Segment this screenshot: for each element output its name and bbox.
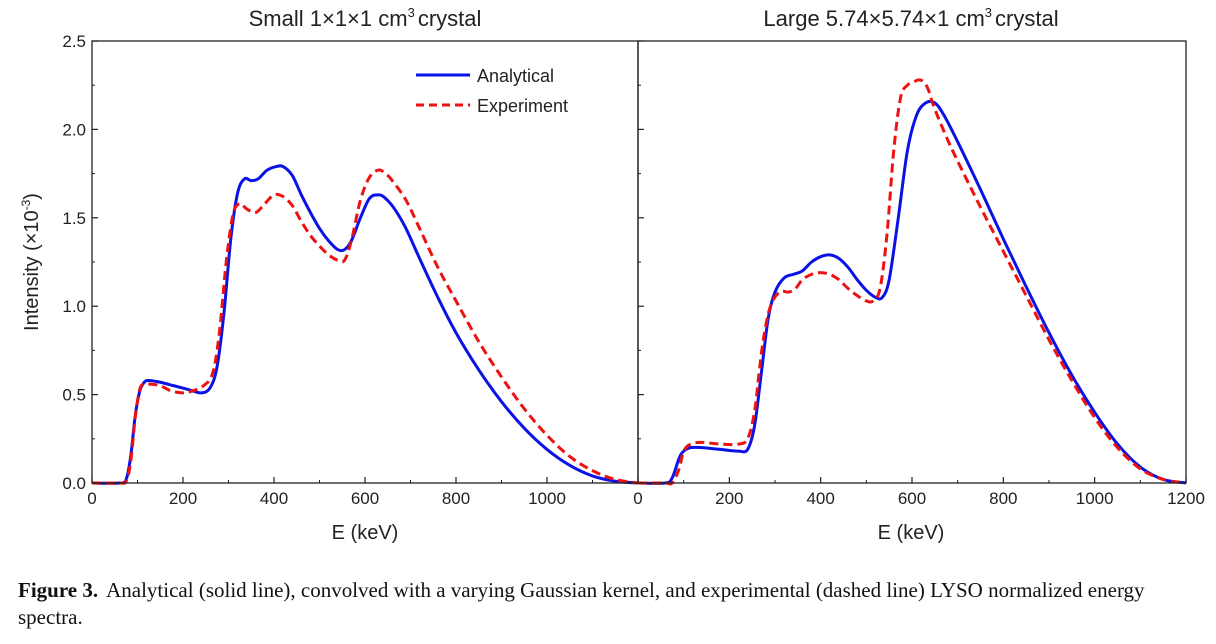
experiment-series-line-0 [91, 168, 639, 485]
x-tick-label: 1000 [1076, 489, 1114, 508]
x-tick-label: 800 [442, 489, 470, 508]
x-tick-label: 600 [351, 489, 379, 508]
x-tick-label: 600 [898, 489, 926, 508]
y-tick-label: 1.5 [62, 209, 86, 228]
y-tick-label: 2.5 [62, 32, 86, 51]
legend-analytical-label: Analytical [477, 66, 554, 86]
figure-caption: Figure 3. Analytical (solid line), convol… [18, 577, 1198, 631]
caption-text: Analytical (solid line), convolved with … [18, 578, 1145, 629]
y-tick-label: 2.0 [62, 120, 86, 139]
figure: Small 1×1×1 cm3 crystal Large 5.74×5.74×1… [19, 5, 1205, 544]
plot-large-crystal: 0 200 400 600 800 1000 1200 [633, 40, 1205, 508]
x-tick-label: 200 [169, 489, 197, 508]
x-tick-label: 400 [806, 489, 834, 508]
x-tick-label: 400 [260, 489, 288, 508]
x-tick-label: 1000 [528, 489, 566, 508]
x-tick-label: 0 [87, 489, 96, 508]
x-axis-label-small: E (keV) [332, 522, 399, 544]
plot-small-crystal: 0 200 400 600 800 1000 0.0 0.5 1.0 1.5 2.0 2.5 [62, 32, 639, 508]
x-axis-label-large: E (keV) [878, 522, 945, 544]
x-tick-label: 800 [989, 489, 1017, 508]
y-axis-label: Intensity (×10-3) [19, 193, 43, 331]
x-tick-label: 200 [715, 489, 743, 508]
legend-experiment-label: Experiment [477, 96, 568, 116]
legend: Analytical Experiment [416, 66, 568, 116]
x-tick-label: 1200 [1167, 489, 1205, 508]
panel-title-large: Large 5.74×5.74×1 cm3 crystal [763, 5, 1058, 31]
plot-frame-1 [637, 40, 1187, 484]
panel-title-small: Small 1×1×1 cm3 crystal [249, 5, 482, 31]
y-tick-label: 0.0 [62, 474, 86, 493]
analytical-series-line-0 [91, 164, 639, 485]
y-tick-label: 0.5 [62, 386, 86, 405]
caption-label: Figure 3. [18, 578, 99, 602]
x-tick-label: 0 [633, 489, 642, 508]
experiment-series-line-1 [637, 78, 1187, 486]
analytical-series-line-1 [637, 99, 1187, 485]
y-tick-label: 1.0 [62, 297, 86, 316]
